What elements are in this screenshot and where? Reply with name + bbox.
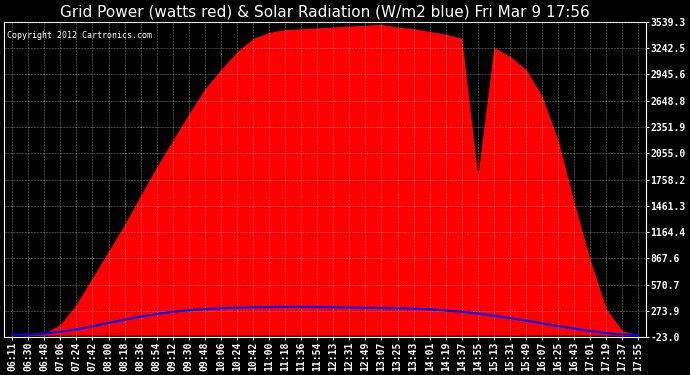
Text: Copyright 2012 Cartronics.com: Copyright 2012 Cartronics.com bbox=[8, 31, 152, 40]
Title: Grid Power (watts red) & Solar Radiation (W/m2 blue) Fri Mar 9 17:56: Grid Power (watts red) & Solar Radiation… bbox=[61, 4, 590, 19]
